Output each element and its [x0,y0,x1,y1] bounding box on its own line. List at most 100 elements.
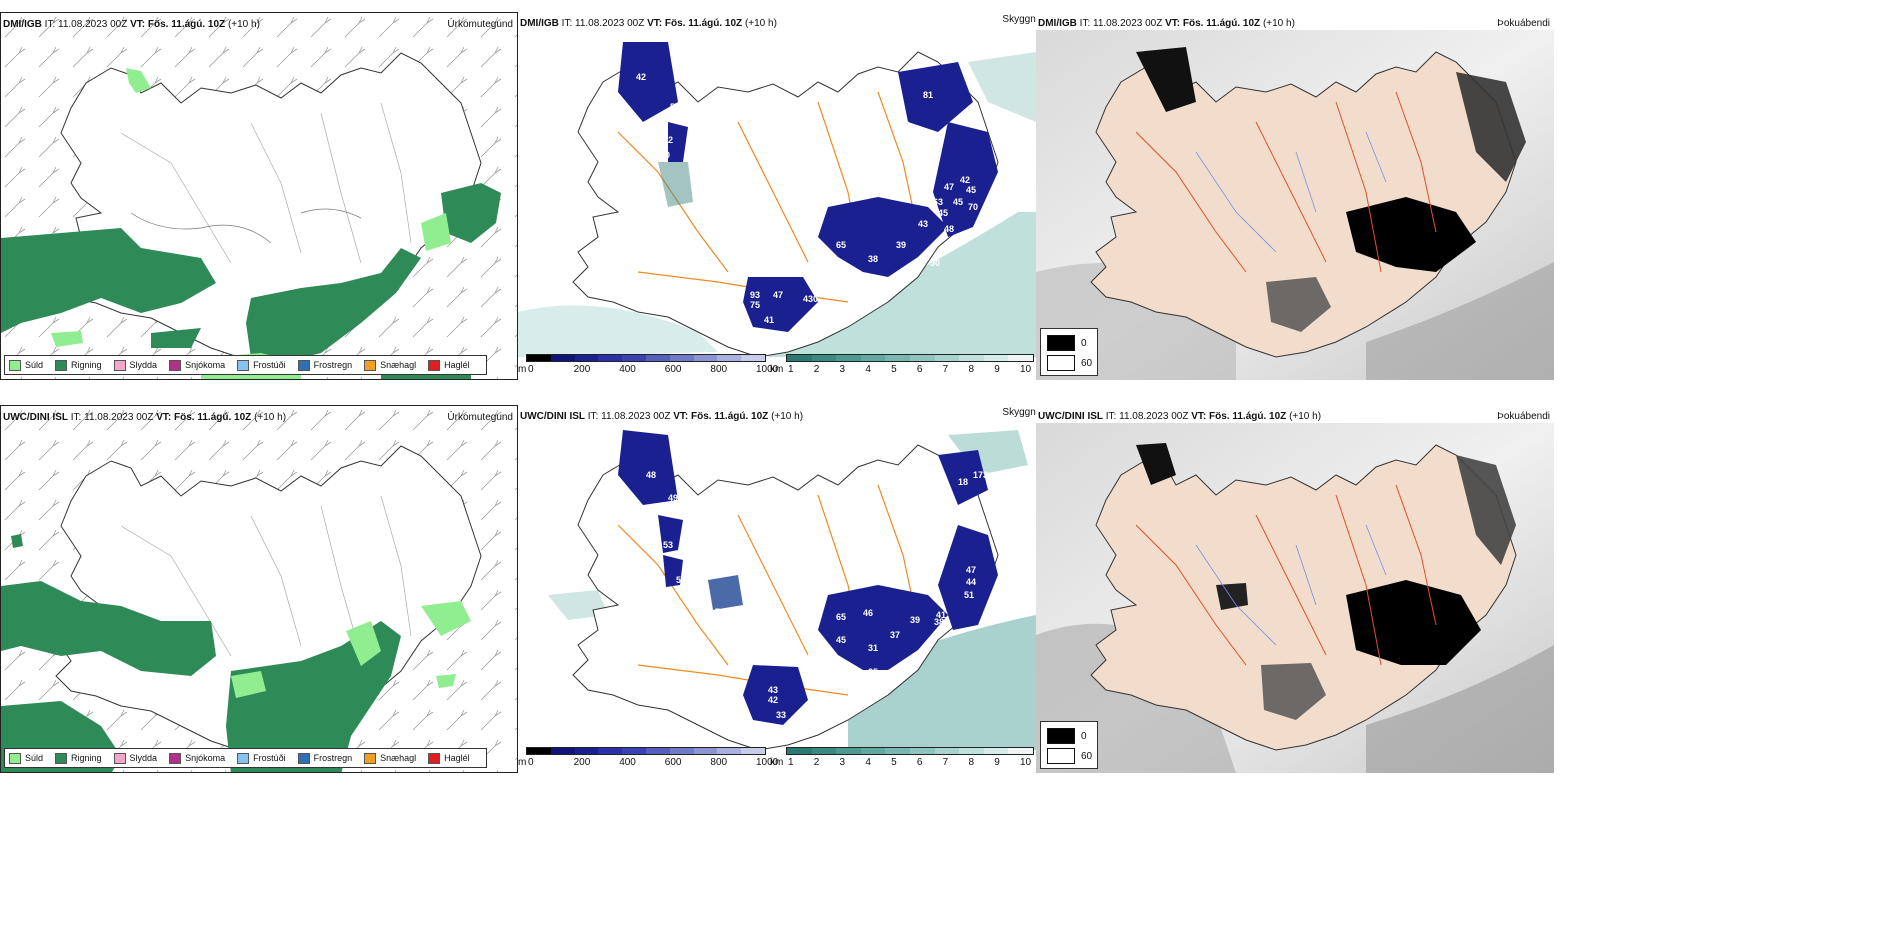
colorbar-cell [959,355,984,361]
colorbar-cell [885,748,910,754]
cloud-base-label: 43 [918,219,929,229]
colorbar-tick: 0 [528,364,534,375]
cloud-base-label: 50 [930,258,941,268]
colorbar-tick: 400 [619,757,636,768]
cloud-base-label: 43 [768,685,779,695]
legend-item: Frostregn [297,359,352,371]
legend-item: Frostregn [297,752,352,764]
cloud-base-label: 47 [773,290,784,300]
cloud-base-label: 31 [868,643,879,653]
legend-item: Slydda [113,752,157,764]
legend-swatch [169,359,182,371]
colorbar-cell [787,355,812,361]
cloud-base-label: 48 [646,470,657,480]
legend-swatch [237,752,250,764]
colorbar-tick: 6 [916,757,923,768]
cloud-base-label: 93 [750,290,761,300]
panel-header: DMI/IGB IT: 11.08.2023 00Z VT: Fös. 11.á… [1038,18,1295,29]
precip-panel-row1: DMI/IGB IT: 11.08.2023 00Z VT: Fös. 11.á… [0,12,518,380]
fog-title: Þokuábendi [1497,18,1550,29]
colorbar-cell [741,355,765,361]
colorbar-tick: 1 [788,364,794,375]
cloud-base-label: 44 [966,577,977,587]
colorbar-tick: 2 [813,364,820,375]
cloud-base-label: 38 [868,254,879,264]
colorbar-cell [1008,748,1033,754]
cloud-base-label: 42 [768,695,779,705]
legend-swatch [428,359,441,371]
fog-legend: 0 60 [1040,328,1098,376]
colorbar-tick: 8 [968,757,974,768]
cloud-title: Skyggni [1002,407,1036,418]
legend-item: Frostúði [237,752,286,764]
fog-swatch-0 [1047,728,1075,744]
legend-swatch [9,752,21,764]
legend-item: Frostúði [237,359,286,371]
colorbar-cell [787,748,812,754]
precip-map [1,406,517,772]
colorbar-tick: 600 [664,757,682,768]
fog-swatch-60 [1047,748,1075,764]
legend-item: Rigning [55,752,102,764]
colorbar-cell [574,748,599,754]
colorbar-tick: 1000 [756,364,779,375]
precip-title: Úrkomutegund [447,19,513,30]
colorbar-cell [598,748,623,754]
colorbar-tick: 9 [994,757,1000,768]
legend-swatch [297,752,310,764]
cloud-base-label: 25 [868,667,879,677]
iceland-outline [1090,51,1517,358]
colorbar-cell [811,748,837,754]
cloud-base-label: 63 [933,197,944,207]
colorbar-cell [574,355,599,361]
cloud-panel-row2: UWC/DINI ISL IT: 11.08.2023 00Z VT: Fös.… [518,405,1036,773]
cloud-base-label: 173 [973,470,989,480]
colorbar-cell [598,355,623,361]
colorbar-cell [693,355,718,361]
cloud-base-label: 45 [938,208,949,218]
colorbar-tick: 1 [788,757,794,768]
colorbar-cell [622,355,646,361]
panel-header: DMI/IGB IT: 11.08.2023 00Z VT: Fös. 11.á… [3,19,260,30]
colorbar-cell [934,748,960,754]
colorbar-cell [741,748,765,754]
cloud-base-label: 49 [668,493,679,503]
cloud-base-label: 39 [910,615,921,625]
colorbar-cell [811,355,837,361]
colorbar-tick: 5 [891,757,897,768]
colorbar-tick: 10 [1020,757,1032,768]
cloud-base-label: 47 [944,182,955,192]
fog-map [1036,423,1554,773]
colorbar-cell [836,355,861,361]
colorbar-cell [717,748,742,754]
legend-swatch [55,359,68,371]
cloud-map [518,42,1036,358]
cloud-base-label: 430 [803,294,819,304]
colorbar-tick: 600 [664,364,682,375]
colorbar-cell [885,355,910,361]
precip-panel-row2: UWC/DINI ISL IT: 11.08.2023 00Z VT: Fös.… [0,405,518,773]
colorbar-cell [693,748,718,754]
colorbar-tick: 4 [865,757,871,768]
colorbar-cell [550,355,575,361]
cloud-base-label: 57 [676,575,687,585]
colorbar-cell [934,355,960,361]
legend-item: Snæhagl [364,359,416,371]
fog-title: Þokuábendi [1497,411,1550,422]
colorbar-cell [717,355,742,361]
legend-swatch [237,359,250,371]
colorbar-tick: 800 [710,364,728,375]
cloud-base-label: 37 [874,280,885,290]
colorbar-cell [527,748,551,754]
legend-item: Súld [9,752,43,764]
colorbar-tick: 3 [839,364,846,375]
cloud-base-label: 75 [750,300,761,310]
colorbar-tick: 3 [839,757,846,768]
cloud-base-label: 70 [968,202,979,212]
cloud-base-label: 47 [966,565,977,575]
cloud-base-label: 50 [670,102,681,112]
colorbar-tick: 1000 [756,757,779,768]
legend-swatch [364,752,377,764]
panel-header: DMI/IGB IT: 11.08.2023 00Z VT: Fös. 11.á… [520,18,777,29]
cloud-base-label: 45 [953,197,964,207]
